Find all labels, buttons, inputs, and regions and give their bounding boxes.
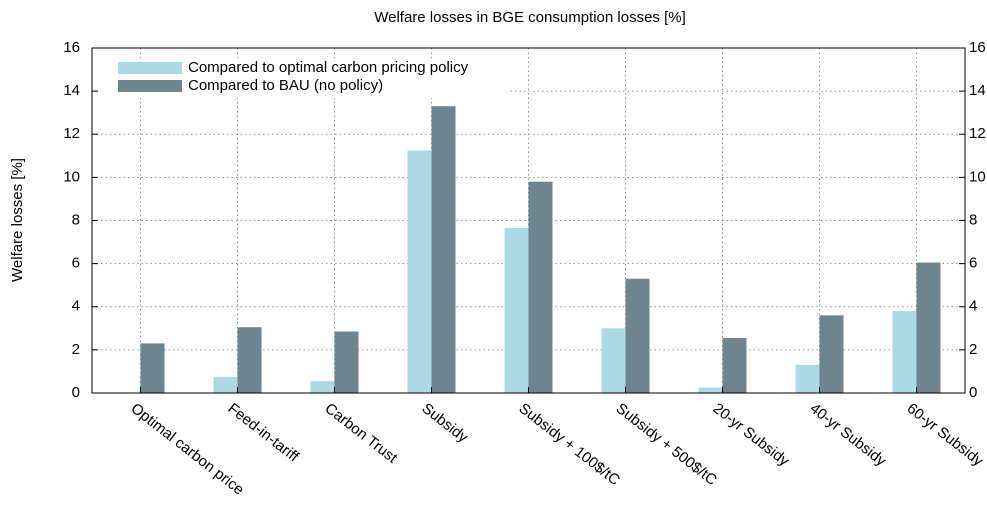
y-tick-label: 16 — [63, 39, 80, 56]
x-tick-label: Subsidy + 500$/tC — [613, 400, 721, 489]
y2-tick-label: 4 — [969, 298, 977, 315]
bar — [819, 315, 844, 393]
y-tick-label: 12 — [63, 125, 80, 142]
bar — [601, 328, 626, 393]
y2-tick-label: 14 — [969, 82, 986, 99]
legend-label: Compared to optimal carbon pricing polic… — [188, 59, 469, 76]
bar — [528, 181, 553, 393]
y2-tick-label: 16 — [969, 39, 986, 56]
bar — [722, 338, 747, 393]
bar — [504, 228, 529, 393]
y2-tick-label: 2 — [969, 341, 977, 358]
x-tick-label: Carbon Trust — [322, 400, 401, 467]
bar — [625, 278, 650, 393]
bar — [916, 262, 941, 393]
y-tick-label: 8 — [72, 211, 80, 228]
bar — [140, 343, 165, 393]
y2-tick-label: 6 — [969, 255, 977, 272]
bar — [213, 376, 238, 393]
y2-tick-label: 8 — [969, 211, 977, 228]
x-tick-label: Feed-in-tariff — [225, 400, 303, 466]
y-tick-label: 2 — [72, 341, 80, 358]
bar — [431, 106, 456, 393]
legend-swatch — [118, 80, 182, 92]
chart-title: Welfare losses in BGE consumption losses… — [374, 9, 686, 26]
x-tick-label: 40-yr Subsidy — [807, 400, 890, 470]
x-tick-label: Subsidy + 100$/tC — [516, 400, 624, 489]
plot-frame — [91, 47, 966, 394]
x-tick-label: 60-yr Subsidy — [904, 400, 987, 470]
bar — [310, 381, 335, 393]
bar — [795, 364, 820, 393]
y-axis-label: Welfare losses [%] — [9, 158, 26, 282]
bar — [407, 150, 432, 393]
y-tick-label: 0 — [72, 384, 80, 401]
x-tick-label: 20-yr Subsidy — [710, 400, 793, 470]
y-tick-label: 14 — [63, 82, 80, 99]
y-tick-label: 4 — [72, 298, 80, 315]
y-tick-label: 6 — [72, 255, 80, 272]
y2-tick-label: 0 — [969, 384, 977, 401]
y2-tick-label: 12 — [969, 125, 986, 142]
y2-tick-label: 10 — [969, 168, 986, 185]
y-tick-label: 10 — [63, 168, 80, 185]
x-tick-label: Subsidy — [419, 400, 472, 447]
bar — [237, 327, 262, 393]
legend-swatch — [118, 62, 182, 74]
bar — [698, 387, 723, 393]
bar — [892, 311, 917, 393]
bar — [334, 331, 359, 393]
legend-label: Compared to BAU (no policy) — [188, 77, 383, 94]
